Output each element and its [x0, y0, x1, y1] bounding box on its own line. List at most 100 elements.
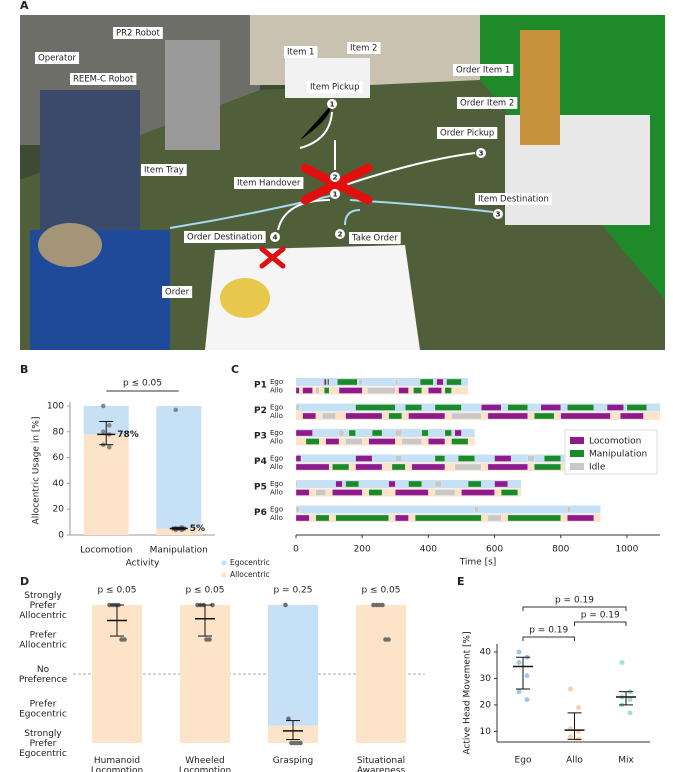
step-number: 4 [273, 234, 278, 242]
activity-segment [405, 404, 422, 411]
panel-letter: B [20, 363, 28, 376]
activity-segment [295, 429, 313, 437]
activity-segment [358, 378, 363, 386]
activity-segment [315, 489, 326, 496]
participant-label: P2 [254, 406, 267, 416]
activity-segment [401, 438, 422, 445]
x-tick-label: Ego [515, 756, 532, 766]
legend-label: Allocentric [230, 570, 270, 579]
label-box [141, 164, 187, 176]
activity-segment [444, 387, 452, 394]
legend-swatch [570, 437, 584, 444]
activity-segment [474, 506, 479, 513]
data-point [106, 444, 112, 450]
step-marker [493, 209, 503, 219]
activity-segment [507, 404, 528, 411]
mode-band [296, 378, 469, 386]
label-box [349, 232, 401, 244]
step-number: 3 [496, 211, 501, 219]
legend-label: Egocentric [230, 558, 270, 567]
activity-segment [355, 463, 383, 471]
activity-segment [398, 387, 409, 394]
activity-segment [413, 387, 422, 394]
mode-label: Allo [270, 489, 283, 497]
activity-segment [461, 489, 495, 496]
x-tick-label: Wheeled Locomotion [179, 756, 231, 772]
activity-segment [348, 429, 356, 437]
y-tick-label: 40 [480, 647, 492, 657]
participant-label: P5 [254, 483, 267, 493]
activity-segment [323, 387, 330, 394]
activity-segment [327, 378, 330, 386]
activity-segment [335, 514, 389, 522]
y-tick-label: 100 [47, 402, 64, 412]
y-tick-label: 80 [53, 427, 65, 437]
y-tick-label: Strongly Prefer Allocentric [19, 591, 67, 621]
activity-segment [371, 429, 383, 437]
x-tick-label: Grasping [273, 756, 314, 766]
activity-segment [295, 489, 310, 496]
bar-egocentric [268, 605, 318, 726]
activity-segment [305, 438, 320, 445]
activity-segment [534, 463, 561, 471]
photo-scene [20, 15, 665, 350]
step-marker [327, 99, 337, 109]
value-label: 5% [190, 524, 205, 534]
activity-segment [434, 455, 446, 462]
activity-segment [295, 455, 302, 462]
activity-segment [428, 387, 442, 394]
data-point [576, 705, 581, 711]
label-box [35, 52, 80, 64]
activity-segment [501, 489, 518, 496]
activity-segment [295, 404, 300, 411]
photo-label: Item 2 [350, 44, 377, 54]
y-tick-label: 30 [480, 674, 492, 684]
data-point [516, 660, 522, 666]
photo-label: Order Item 1 [456, 66, 510, 76]
legend-label: Manipulation [589, 450, 647, 460]
x-tick-label: Manipulation [150, 546, 208, 556]
activity-segment [391, 463, 406, 471]
data-point [568, 686, 573, 692]
activity-segment [457, 455, 475, 462]
label-box [113, 27, 163, 39]
photo-label: Item Handover [237, 179, 301, 189]
step-number: 3 [479, 150, 484, 158]
x-tick-label: 400 [420, 545, 437, 555]
activity-segment [620, 412, 644, 420]
activity-segment [408, 412, 446, 420]
label-box [162, 286, 193, 298]
mode-band [296, 429, 475, 437]
activity-segment [534, 412, 555, 420]
activity-segment [454, 463, 482, 471]
participant-label: P3 [254, 432, 267, 442]
activity-segment [325, 438, 340, 445]
step-marker [270, 232, 280, 242]
activity-segment [332, 463, 350, 471]
x-tick-label: 1000 [615, 545, 638, 555]
legend-swatch [570, 450, 584, 457]
data-point [100, 403, 106, 409]
x-tick-label: Allo [566, 756, 583, 766]
label-box [234, 177, 304, 189]
mode-label: Allo [270, 412, 283, 420]
x-tick-label: 800 [552, 545, 569, 555]
activity-segment [388, 480, 396, 488]
label-box [437, 127, 498, 139]
activity-segment [436, 378, 444, 386]
x-tick-label: Situational Awareness [357, 756, 406, 772]
photo-label: Take Order [351, 234, 398, 244]
legend-swatch [570, 463, 584, 470]
data-point [516, 649, 522, 655]
x-tick-label: 600 [486, 545, 503, 555]
step-number: 2 [333, 174, 338, 182]
x-tick-label: 0 [293, 545, 299, 555]
mode-label: Allo [270, 514, 283, 522]
significance-bracket [522, 606, 627, 611]
step-marker [330, 172, 340, 182]
x-tick-label: Humanoid Locomotion [91, 756, 143, 772]
data-point [207, 637, 212, 642]
activity-segment [395, 378, 399, 386]
activity-segment [322, 412, 336, 420]
step-marker [476, 148, 486, 158]
